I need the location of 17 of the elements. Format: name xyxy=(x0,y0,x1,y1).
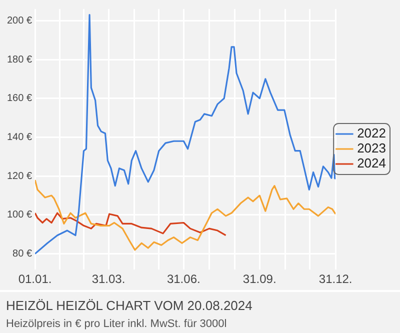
y-tick-label: 100 € xyxy=(6,210,32,221)
x-tick-label: 31.12. xyxy=(318,272,352,286)
text: Heizölpreis in € pro Liter inkl. MwSt. für 3000l xyxy=(5,317,228,330)
y-tick-label: 80 € xyxy=(12,248,32,260)
legend-label: 2024 xyxy=(357,156,386,171)
y-tick-label: 120 € xyxy=(6,170,32,182)
x-tick-label: 01.01. xyxy=(18,272,52,286)
x-tick-label: 31.06. xyxy=(166,272,200,286)
y-tick-label: 140 € xyxy=(6,132,32,143)
y-tick-label: 160 € xyxy=(6,93,32,104)
text: HEIZÖL HEIZÖL CHART VOM 20.08.2024 xyxy=(0,290,400,316)
x-tick-label: 31.03. xyxy=(92,272,126,286)
y-tick-label: 200 € xyxy=(6,15,32,26)
y-tick-label: 180 € xyxy=(6,54,32,66)
x-tick-label: 31.09. xyxy=(242,272,276,286)
legend-label: 2022 xyxy=(357,126,386,141)
legend-label: 2023 xyxy=(357,140,386,156)
